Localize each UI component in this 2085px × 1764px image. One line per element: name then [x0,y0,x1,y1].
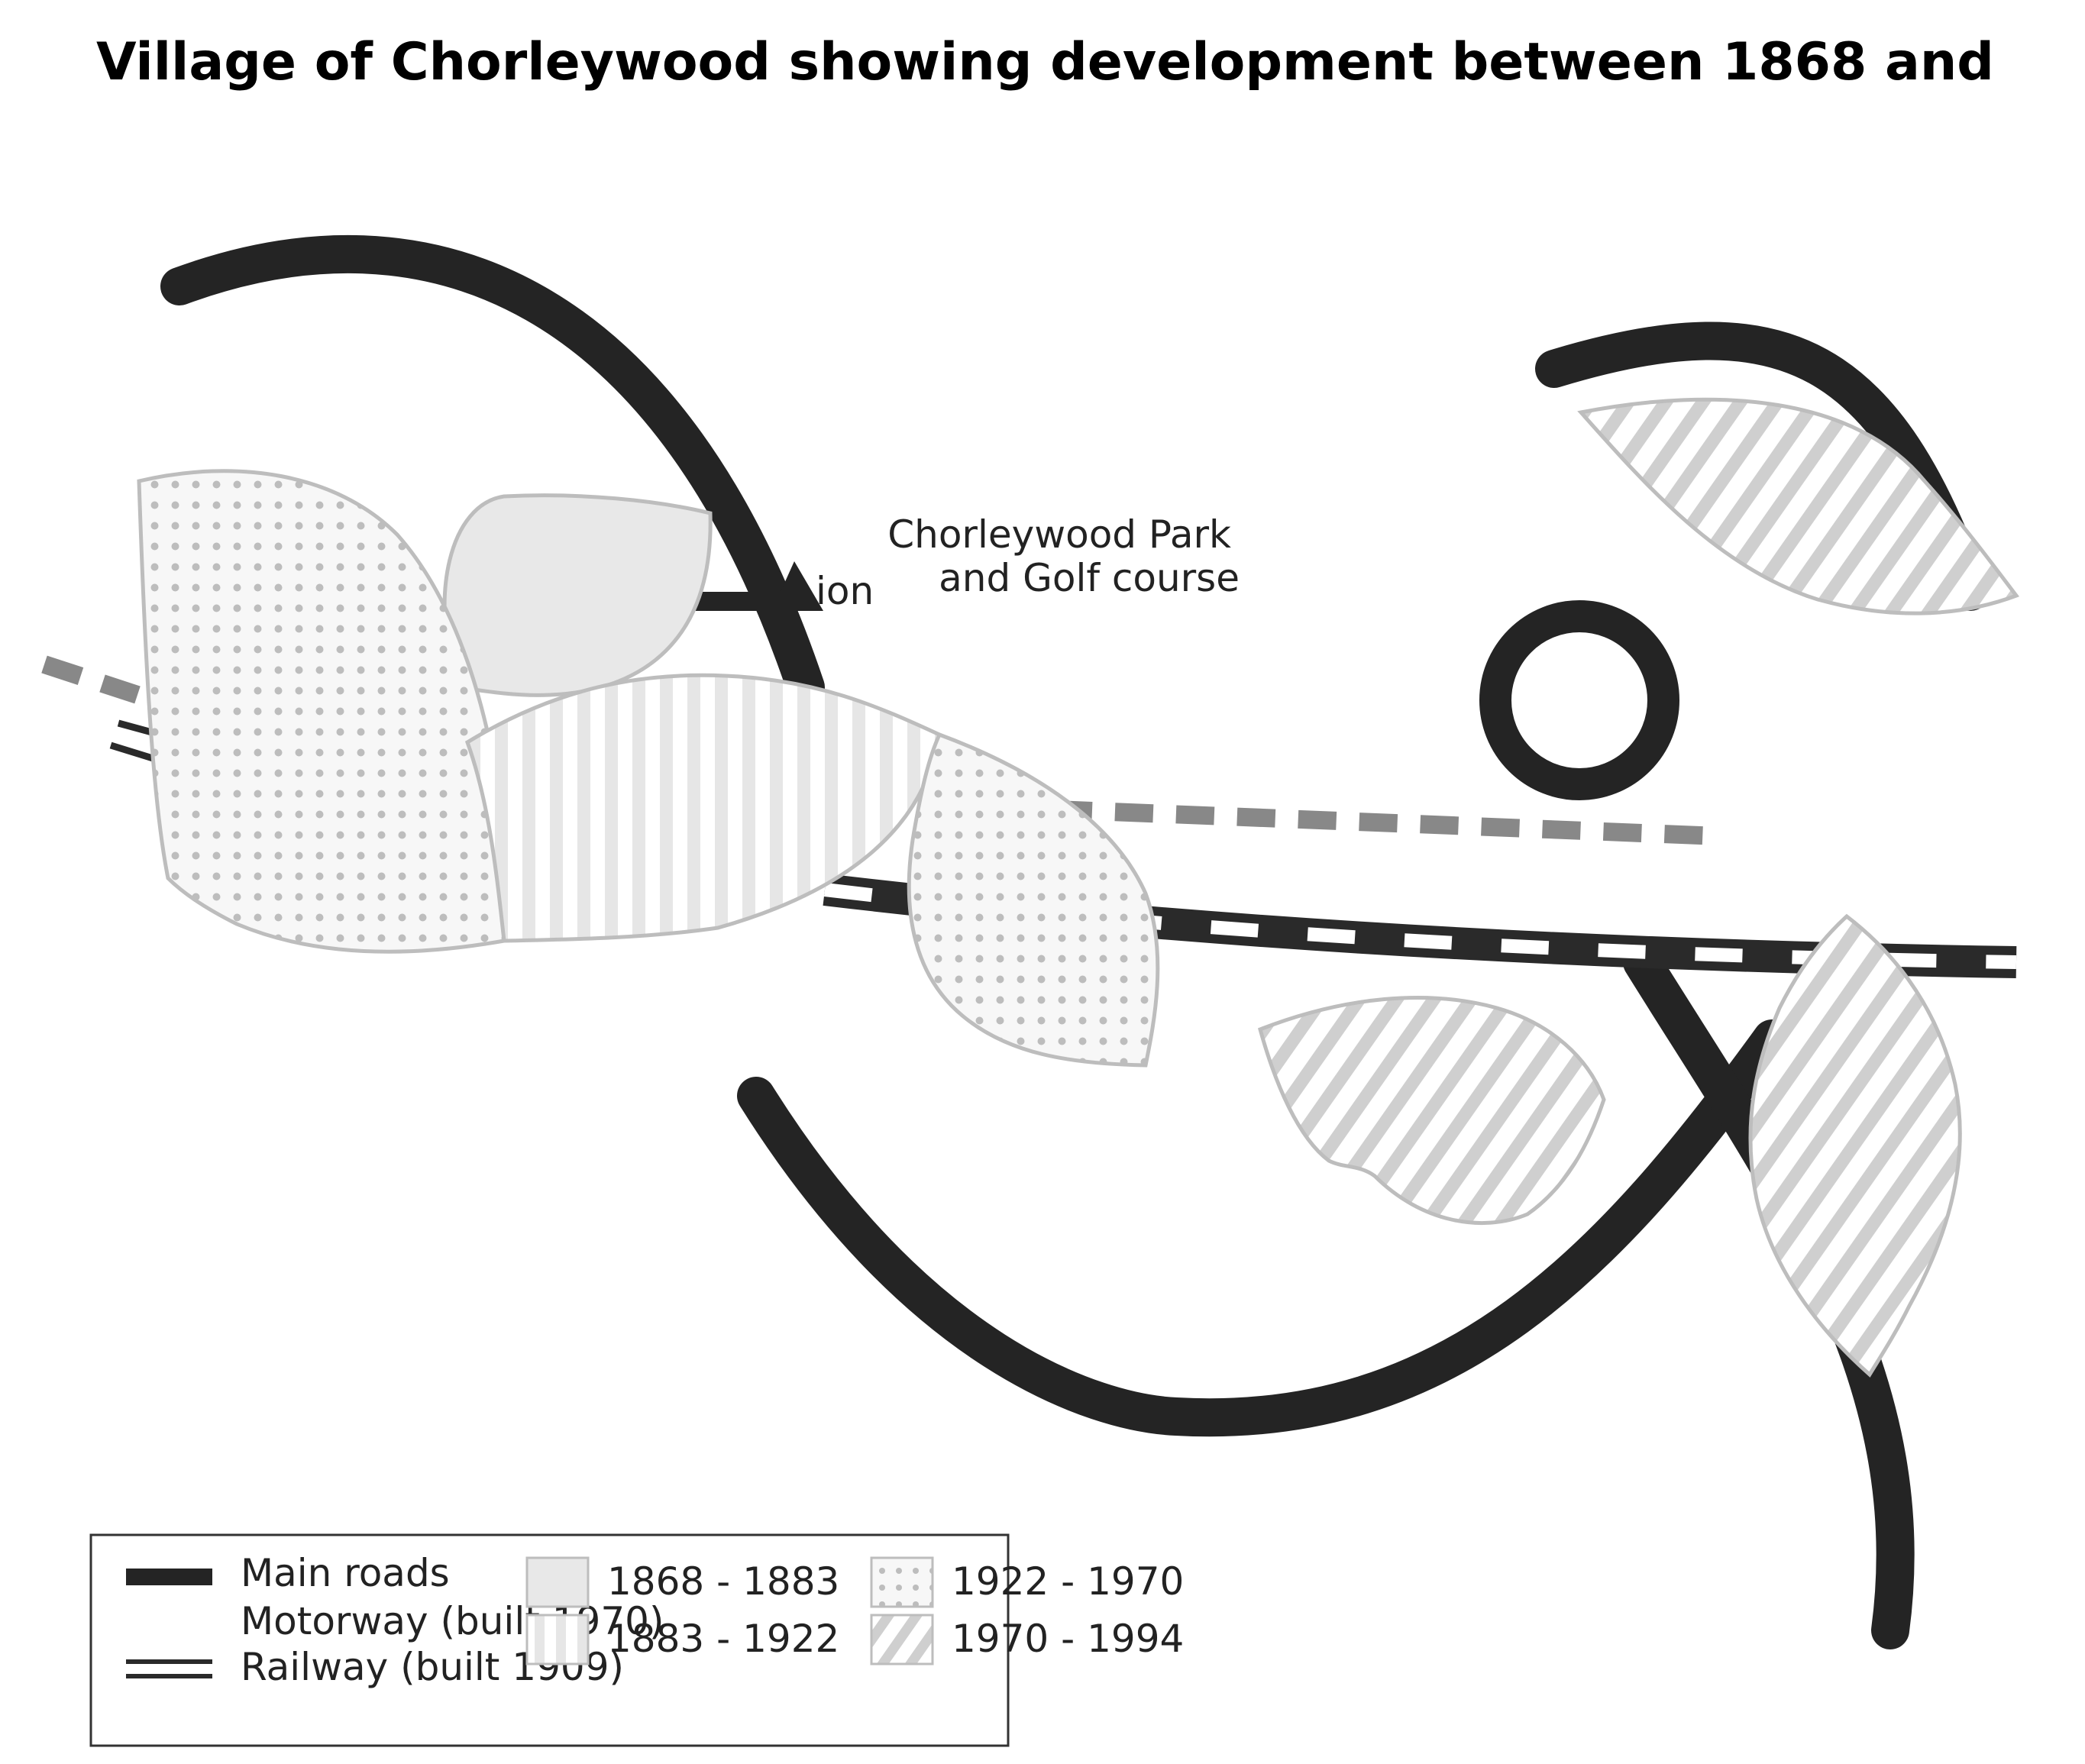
park-label-line-1: Chorleywood Park [887,512,1231,557]
road-station-approach [672,561,823,611]
legend-motorway-label: Motorway (built 1970) [241,1599,664,1643]
legend-period-1883-1922-label: 1883 - 1922 [607,1617,839,1661]
legend-swatch-1868-1883 [525,1556,590,1608]
development-areas [137,397,2020,1378]
area-1868-1883-station [442,493,713,697]
area-1922-1970-west [137,469,506,954]
area-1970-1994-south [1257,996,1606,1226]
legend-main-roads-label: Main roads [241,1551,450,1595]
legend-period-1970-1994-label: 1970 - 1994 [952,1617,1184,1661]
legend-swatch-1883-1922 [525,1614,590,1665]
motorway-west [41,655,141,704]
station-label-fragment: ion [816,569,874,613]
area-1970-1994-northeast [1577,397,2020,615]
area-1970-1994-east [1748,913,1962,1378]
railway-west-line-2 [109,741,154,762]
park-label-line-2: and Golf course [939,556,1240,600]
map-title: Village of Chorleywood showing developme… [96,32,1994,92]
motorway-east [1053,800,1719,845]
legend-swatch-1922-1970 [870,1556,934,1608]
legend-period-1922-1970-label: 1922 - 1970 [952,1559,1184,1604]
legend: Main roads Motorway (built 1970) Railway… [89,1533,1184,1747]
roundabout [1479,600,1679,800]
area-1922-1970-east [907,732,1160,1068]
road-south-loop [737,1019,1791,1437]
legend-period-1868-1883-label: 1868 - 1883 [607,1559,839,1604]
area-1883-1922-central [464,673,942,943]
legend-swatch-1970-1994 [870,1614,934,1665]
motorway [41,655,1719,845]
road-north-arc [160,234,825,706]
railway-sleepers [823,883,2017,969]
